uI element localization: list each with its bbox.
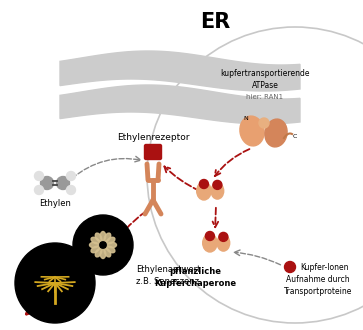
Polygon shape	[60, 51, 300, 91]
Circle shape	[57, 177, 69, 189]
Ellipse shape	[90, 242, 98, 248]
Circle shape	[41, 177, 53, 189]
Ellipse shape	[100, 232, 106, 241]
Text: ATPase: ATPase	[252, 81, 278, 89]
Text: Kupferchaperone: Kupferchaperone	[154, 279, 236, 287]
Text: Ethylen: Ethylen	[39, 199, 71, 208]
Ellipse shape	[197, 182, 211, 200]
Circle shape	[259, 118, 269, 128]
Circle shape	[15, 243, 95, 323]
Text: hier: RAN1: hier: RAN1	[246, 94, 284, 100]
Circle shape	[66, 172, 76, 181]
Text: kupfertransportierende: kupfertransportierende	[220, 69, 310, 78]
Ellipse shape	[95, 233, 102, 241]
Ellipse shape	[107, 242, 117, 248]
Text: ER: ER	[200, 12, 230, 32]
Circle shape	[205, 232, 215, 241]
Circle shape	[285, 261, 295, 273]
Circle shape	[34, 172, 44, 181]
Ellipse shape	[91, 246, 99, 253]
Ellipse shape	[265, 119, 287, 147]
Ellipse shape	[100, 249, 106, 258]
Ellipse shape	[240, 116, 264, 146]
Circle shape	[66, 185, 76, 194]
Text: Ethylenrezeptor: Ethylenrezeptor	[117, 133, 189, 142]
Circle shape	[73, 215, 133, 275]
Ellipse shape	[203, 234, 217, 252]
Ellipse shape	[217, 235, 230, 251]
Ellipse shape	[91, 237, 99, 244]
Ellipse shape	[104, 249, 111, 257]
Circle shape	[34, 185, 44, 194]
Ellipse shape	[107, 246, 115, 253]
Text: C: C	[293, 134, 297, 139]
Text: N: N	[244, 116, 248, 121]
Text: Kupfer-Ionen: Kupfer-Ionen	[300, 262, 348, 272]
Text: Transportproteine: Transportproteine	[284, 287, 352, 296]
Ellipse shape	[95, 249, 102, 257]
Circle shape	[199, 180, 208, 188]
Text: Ethylenantwort: Ethylenantwort	[136, 266, 200, 275]
Circle shape	[219, 232, 228, 242]
Text: pflanzliche: pflanzliche	[169, 268, 221, 277]
Text: z.B. Seneszenz: z.B. Seneszenz	[136, 277, 200, 285]
Ellipse shape	[107, 237, 115, 244]
Polygon shape	[60, 85, 300, 124]
Ellipse shape	[211, 183, 224, 199]
Ellipse shape	[104, 233, 111, 241]
FancyBboxPatch shape	[144, 145, 162, 159]
Circle shape	[213, 181, 222, 189]
Text: Aufnahme durch: Aufnahme durch	[286, 276, 350, 284]
